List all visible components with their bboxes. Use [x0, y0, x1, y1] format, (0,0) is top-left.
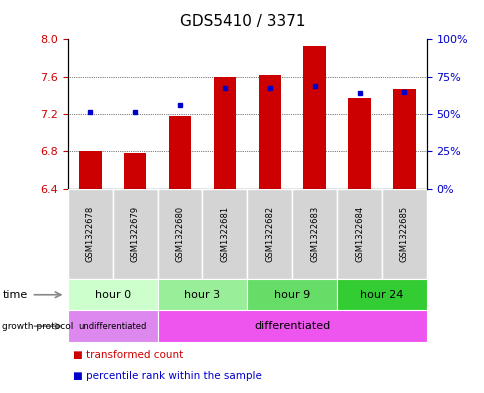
Bar [168, 116, 191, 189]
Bar [258, 75, 280, 189]
Bar [381, 189, 426, 279]
Text: GSM1322681: GSM1322681 [220, 206, 229, 262]
Bar [157, 189, 202, 279]
Text: GSM1322685: GSM1322685 [399, 206, 408, 262]
Bar [303, 46, 325, 189]
Text: GSM1322679: GSM1322679 [130, 206, 139, 262]
Text: hour 0: hour 0 [94, 290, 131, 300]
Bar [291, 189, 336, 279]
Text: time: time [2, 290, 28, 300]
Text: undifferentiated: undifferentiated [78, 322, 147, 331]
Bar [157, 310, 426, 342]
Bar [68, 189, 112, 279]
Text: hour 3: hour 3 [184, 290, 220, 300]
Text: growth protocol: growth protocol [2, 322, 74, 331]
Text: hour 9: hour 9 [273, 290, 310, 300]
Bar [393, 89, 415, 189]
Text: GSM1322684: GSM1322684 [354, 206, 363, 262]
Bar [348, 98, 370, 189]
Bar [68, 279, 157, 310]
Bar [124, 153, 146, 189]
Text: GSM1322678: GSM1322678 [86, 206, 95, 262]
Text: GDS5410 / 3371: GDS5410 / 3371 [180, 14, 304, 29]
Text: GSM1322680: GSM1322680 [175, 206, 184, 262]
Bar [112, 189, 157, 279]
Bar [68, 310, 157, 342]
Bar [213, 77, 236, 189]
Bar [79, 151, 101, 189]
Text: differentiated: differentiated [254, 321, 330, 331]
Bar [247, 189, 291, 279]
Text: GSM1322682: GSM1322682 [265, 206, 274, 262]
Bar [336, 279, 426, 310]
Bar [157, 279, 247, 310]
Bar [247, 279, 336, 310]
Bar [202, 189, 247, 279]
Text: ■ transformed count: ■ transformed count [73, 350, 182, 360]
Text: ■ percentile rank within the sample: ■ percentile rank within the sample [73, 371, 261, 381]
Text: GSM1322683: GSM1322683 [309, 206, 318, 262]
Bar [336, 189, 381, 279]
Text: hour 24: hour 24 [360, 290, 403, 300]
